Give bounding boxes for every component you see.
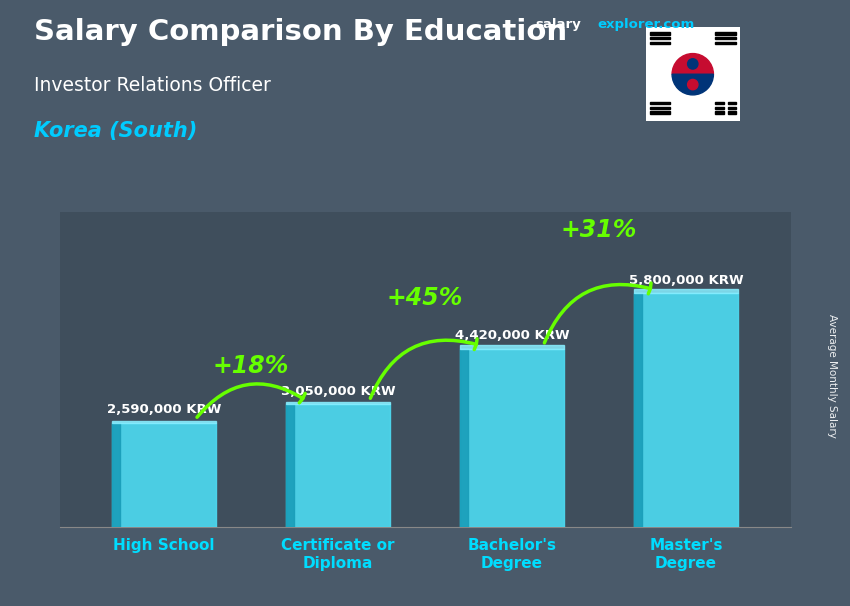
Bar bbox=[728, 112, 736, 114]
Bar bbox=[728, 102, 736, 104]
Bar bbox=[460, 348, 468, 527]
Bar bbox=[634, 293, 643, 527]
Text: salary: salary bbox=[536, 18, 581, 31]
Text: +45%: +45% bbox=[387, 286, 463, 310]
Text: 2,590,000 KRW: 2,590,000 KRW bbox=[107, 403, 221, 416]
Wedge shape bbox=[672, 75, 713, 95]
Bar bbox=[460, 345, 564, 348]
Text: Korea (South): Korea (South) bbox=[34, 121, 197, 141]
Bar bbox=[649, 42, 670, 44]
Bar bbox=[716, 33, 736, 35]
Text: Average Monthly Salary: Average Monthly Salary bbox=[827, 314, 837, 438]
Bar bbox=[460, 348, 564, 527]
Bar bbox=[634, 293, 739, 527]
Bar bbox=[649, 107, 670, 109]
Bar bbox=[716, 102, 723, 104]
Text: Investor Relations Officer: Investor Relations Officer bbox=[34, 76, 271, 95]
Text: explorer.com: explorer.com bbox=[598, 18, 694, 31]
Text: +18%: +18% bbox=[212, 354, 289, 378]
Bar bbox=[716, 112, 723, 114]
Circle shape bbox=[688, 79, 698, 90]
Bar bbox=[286, 404, 390, 527]
Bar bbox=[728, 107, 736, 109]
Text: 3,050,000 KRW: 3,050,000 KRW bbox=[280, 385, 395, 398]
Bar bbox=[716, 107, 723, 109]
Text: 4,420,000 KRW: 4,420,000 KRW bbox=[455, 329, 570, 342]
Bar bbox=[649, 33, 670, 35]
Circle shape bbox=[688, 59, 698, 69]
Bar bbox=[716, 37, 736, 39]
Bar bbox=[111, 422, 216, 527]
Bar bbox=[649, 112, 670, 114]
Bar bbox=[649, 37, 670, 39]
Text: +31%: +31% bbox=[561, 218, 638, 242]
Bar bbox=[716, 42, 736, 44]
Bar bbox=[111, 422, 120, 527]
Wedge shape bbox=[672, 53, 713, 75]
Bar bbox=[634, 288, 739, 293]
Bar bbox=[286, 404, 294, 527]
Bar bbox=[286, 402, 390, 404]
Text: Salary Comparison By Education: Salary Comparison By Education bbox=[34, 18, 567, 46]
Bar bbox=[649, 102, 670, 104]
Bar bbox=[111, 421, 216, 422]
Text: 5,800,000 KRW: 5,800,000 KRW bbox=[629, 273, 744, 287]
